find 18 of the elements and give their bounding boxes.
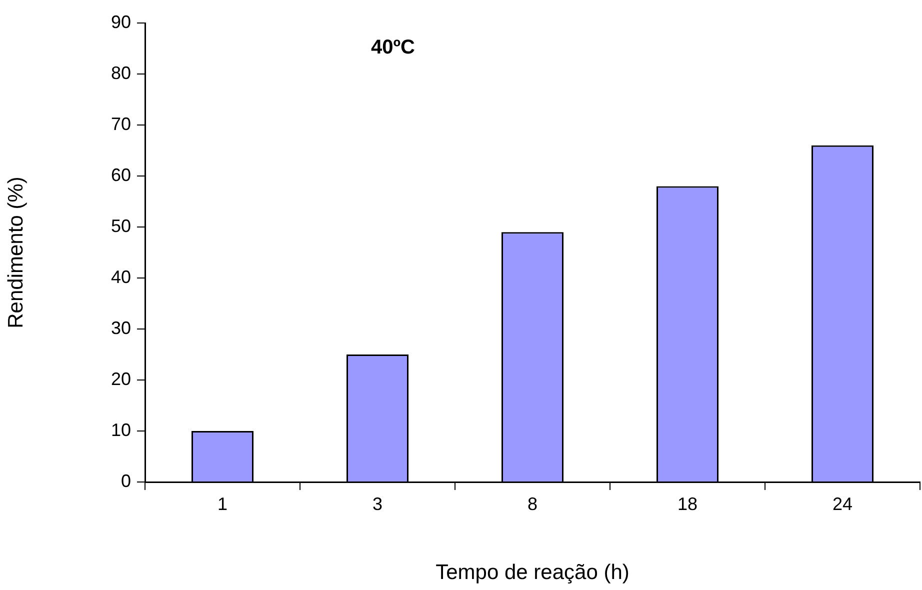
y-tick-label: 0: [120, 470, 131, 491]
x-axis-title: Tempo de reação (h): [436, 561, 630, 584]
x-tick-label: 1: [217, 494, 228, 514]
y-tick-label: 60: [110, 164, 131, 185]
y-tick-label: 80: [110, 62, 131, 83]
y-tick-label: 50: [110, 216, 131, 236]
y-tick-label: 20: [110, 368, 131, 389]
x-tick-label: 24: [832, 494, 853, 514]
x-tick-label: 18: [677, 494, 698, 514]
x-tick-label: 8: [527, 494, 538, 514]
y-tick-label: 90: [110, 12, 131, 32]
x-tick-label: 3: [372, 494, 383, 514]
y-tick-label: 40: [110, 266, 131, 287]
text: 40ºC: [371, 36, 415, 59]
y-axis-title: Rendimento (%): [4, 176, 28, 328]
y-tick-label: 10: [110, 420, 131, 440]
y-tick-label: 30: [110, 318, 131, 338]
y-tick-label: 70: [110, 114, 131, 134]
